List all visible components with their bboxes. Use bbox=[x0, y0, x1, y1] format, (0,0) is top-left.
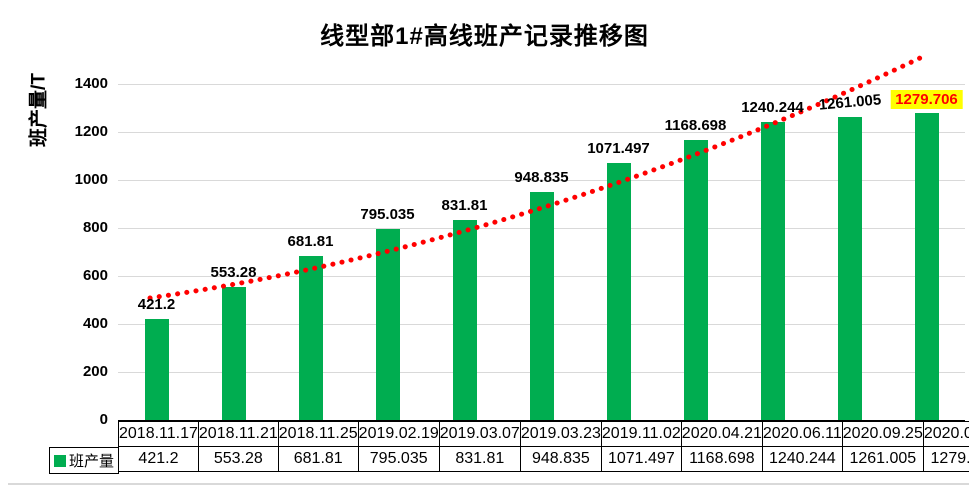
legend: 班产量 bbox=[49, 447, 119, 474]
chart-title: 线型部1#高线班产记录推移图 bbox=[320, 23, 649, 50]
bar-value-label: 1279.706 bbox=[890, 89, 963, 109]
table-cell-date: 2018.11.17 bbox=[118, 421, 199, 447]
table-cell-value: 1261.005 bbox=[841, 446, 924, 472]
table-row-dates: 2018.11.17 2018.11.21 2018.11.25 2019.02.19… bbox=[118, 421, 969, 447]
table-cell-date: 2020.09.26 bbox=[922, 421, 969, 447]
plot-area: 421.2 553.28 681.81 795.035 831.81 948.835 107… bbox=[118, 55, 965, 420]
table-cell-date: 2018.11.25 bbox=[277, 421, 359, 447]
y-tick-label: 400 bbox=[82, 315, 108, 332]
data-table: 2018.11.17 2018.11.21 2018.11.25 2019.02.19… bbox=[118, 421, 969, 472]
bar-value-label: 831.81 bbox=[441, 197, 488, 215]
bar bbox=[683, 139, 708, 420]
table-cell-date: 2020.06.11 bbox=[761, 421, 843, 447]
table-cell-date: 2020.04.21 bbox=[680, 421, 763, 447]
y-tick-label: 800 bbox=[82, 219, 108, 236]
y-tick-label: 1400 bbox=[74, 75, 108, 92]
bar bbox=[529, 192, 554, 420]
table-cell-value: 553.28 bbox=[197, 446, 279, 472]
gridline bbox=[118, 132, 965, 133]
table-cell-value: 1279.706 bbox=[922, 446, 969, 472]
sheet-gridline bbox=[8, 483, 969, 485]
bar bbox=[452, 220, 477, 420]
bar bbox=[221, 287, 246, 420]
table-cell-value: 681.81 bbox=[277, 446, 359, 472]
bar-value-label: 948.835 bbox=[514, 169, 569, 187]
table-cell-value: 1071.497 bbox=[600, 446, 682, 472]
table-cell-date: 2019.03.07 bbox=[438, 421, 521, 447]
bar bbox=[760, 122, 785, 420]
bar-value-label: 1168.698 bbox=[664, 116, 727, 134]
table-cell-value: 795.035 bbox=[357, 446, 440, 472]
table-cell-date: 2020.09.25 bbox=[841, 421, 924, 447]
table-cell-value: 831.81 bbox=[438, 446, 521, 472]
bar bbox=[606, 162, 631, 420]
y-tick-label: 600 bbox=[82, 267, 108, 284]
bar-value-label: 795.035 bbox=[360, 206, 415, 224]
table-row-values: 421.2 553.28 681.81 795.035 831.81 948.835 107… bbox=[118, 446, 969, 472]
gridline bbox=[118, 180, 965, 181]
trendline bbox=[147, 55, 923, 301]
bar-value-label: 681.81 bbox=[287, 233, 334, 251]
table-cell-date: 2019.03.23 bbox=[519, 421, 602, 447]
bar bbox=[298, 256, 323, 420]
green-square-icon bbox=[53, 454, 66, 467]
y-tick-label: 1200 bbox=[74, 123, 108, 140]
legend-label: 班产量 bbox=[68, 453, 114, 470]
table-cell-date: 2019.02.19 bbox=[357, 421, 440, 447]
bar-value-label: 553.28 bbox=[210, 264, 257, 282]
gridline bbox=[118, 84, 965, 85]
y-tick-label: 1000 bbox=[74, 171, 108, 188]
table-cell-value: 421.2 bbox=[118, 446, 199, 472]
y-axis-title: 班产量/T bbox=[28, 73, 50, 147]
bar bbox=[144, 318, 169, 420]
table-cell-value: 1168.698 bbox=[680, 446, 763, 472]
table-cell-value: 1240.244 bbox=[761, 446, 843, 472]
bar-value-label: 1240.244 bbox=[741, 99, 804, 117]
table-cell-date: 2019.11.02 bbox=[600, 421, 682, 447]
bar bbox=[375, 229, 400, 420]
bar bbox=[837, 117, 862, 420]
bar bbox=[914, 112, 939, 420]
trendline-path bbox=[147, 55, 923, 301]
bar-value-label: 1071.497 bbox=[587, 139, 650, 157]
y-tick-label: 0 bbox=[99, 411, 108, 428]
bar-value-label: 421.2 bbox=[137, 295, 176, 313]
y-tick-label: 200 bbox=[82, 363, 108, 380]
table-cell-date: 2018.11.21 bbox=[197, 421, 279, 447]
table-cell-value: 948.835 bbox=[519, 446, 602, 472]
